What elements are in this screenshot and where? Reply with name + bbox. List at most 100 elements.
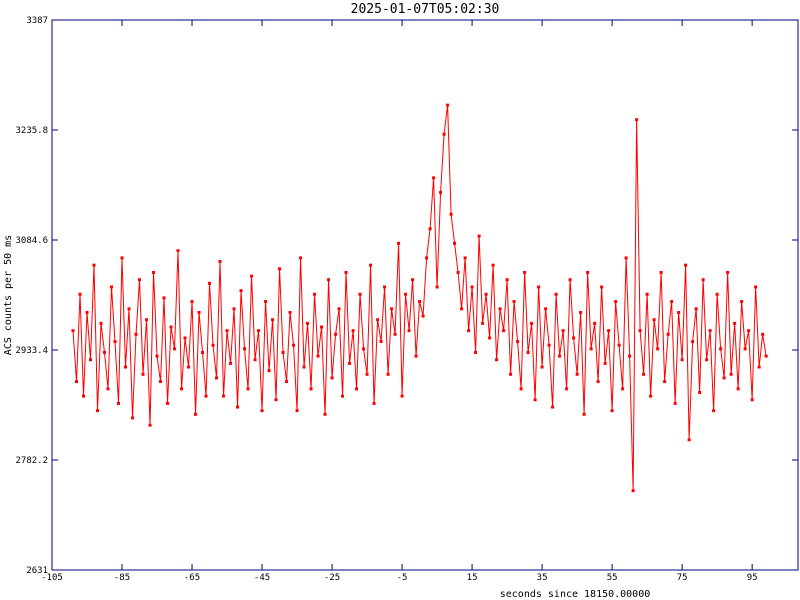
data-point bbox=[383, 285, 387, 289]
data-point bbox=[502, 329, 506, 333]
data-point bbox=[96, 409, 100, 413]
data-point bbox=[649, 394, 653, 398]
data-point bbox=[260, 409, 264, 413]
data-point bbox=[253, 358, 257, 362]
data-point bbox=[701, 278, 705, 282]
data-point bbox=[155, 354, 159, 358]
data-point bbox=[271, 318, 275, 322]
data-point bbox=[117, 401, 121, 405]
data-point bbox=[435, 285, 439, 289]
data-point bbox=[299, 256, 303, 260]
data-point bbox=[565, 387, 569, 391]
data-point bbox=[645, 292, 649, 296]
data-point bbox=[526, 350, 530, 354]
data-point bbox=[607, 329, 611, 333]
x-tick-label: -45 bbox=[254, 573, 270, 583]
data-point bbox=[719, 347, 723, 351]
data-point bbox=[243, 347, 247, 351]
data-point bbox=[537, 285, 541, 289]
data-point bbox=[439, 190, 443, 194]
data-point bbox=[99, 321, 103, 325]
data-point bbox=[533, 398, 537, 402]
data-point bbox=[397, 241, 401, 245]
y-tick-label: 2933.4 bbox=[15, 346, 48, 356]
data-point bbox=[638, 329, 642, 333]
data-point bbox=[421, 314, 425, 318]
data-point bbox=[481, 321, 485, 325]
data-point bbox=[677, 310, 681, 314]
data-point bbox=[124, 365, 128, 369]
x-tick-label: -65 bbox=[184, 573, 200, 583]
data-point bbox=[323, 412, 327, 416]
data-point bbox=[285, 380, 289, 384]
data-point bbox=[411, 278, 415, 282]
data-point bbox=[148, 423, 152, 427]
data-point bbox=[288, 310, 292, 314]
data-point bbox=[103, 350, 107, 354]
data-point bbox=[194, 412, 198, 416]
data-point bbox=[215, 376, 219, 380]
data-point bbox=[120, 256, 124, 260]
data-point bbox=[498, 307, 502, 311]
data-line bbox=[72, 105, 767, 491]
data-point bbox=[456, 270, 460, 274]
data-point bbox=[491, 263, 495, 267]
data-point bbox=[316, 354, 320, 358]
data-point bbox=[453, 241, 457, 245]
data-point bbox=[663, 380, 667, 384]
y-tick-label: 3387 bbox=[26, 16, 48, 26]
y-tick-label: 2631 bbox=[26, 566, 48, 576]
data-point bbox=[201, 350, 205, 354]
data-point bbox=[523, 270, 527, 274]
data-point bbox=[516, 340, 520, 344]
y-tick-label: 3084.6 bbox=[15, 236, 48, 246]
data-point bbox=[218, 260, 222, 264]
data-point bbox=[169, 325, 173, 329]
data-point bbox=[575, 372, 579, 376]
data-point bbox=[600, 285, 604, 289]
data-point bbox=[659, 270, 663, 274]
data-point bbox=[376, 318, 380, 322]
data-point bbox=[428, 227, 432, 231]
data-point bbox=[407, 329, 411, 333]
data-point bbox=[82, 394, 86, 398]
data-point bbox=[250, 274, 254, 278]
data-point bbox=[694, 307, 698, 311]
data-point bbox=[474, 350, 478, 354]
data-point bbox=[750, 398, 754, 402]
data-point bbox=[512, 300, 516, 304]
data-point bbox=[330, 376, 334, 380]
data-point bbox=[264, 300, 268, 304]
data-point bbox=[208, 281, 212, 285]
x-axis-label: seconds since 18150.00000 bbox=[500, 589, 651, 600]
data-point bbox=[176, 249, 180, 253]
data-point bbox=[551, 405, 555, 409]
data-point bbox=[589, 347, 593, 351]
data-point bbox=[414, 354, 418, 358]
data-point bbox=[302, 365, 306, 369]
data-point bbox=[726, 270, 730, 274]
x-tick-label: 15 bbox=[467, 573, 478, 583]
data-point bbox=[579, 310, 583, 314]
data-point bbox=[71, 329, 75, 333]
data-point bbox=[75, 380, 79, 384]
data-point bbox=[190, 300, 194, 304]
data-point bbox=[747, 329, 751, 333]
data-point bbox=[554, 292, 558, 296]
data-point bbox=[743, 347, 747, 351]
data-point bbox=[166, 401, 170, 405]
data-point bbox=[425, 256, 429, 260]
data-point bbox=[463, 256, 467, 260]
data-point bbox=[390, 307, 394, 311]
data-point bbox=[295, 409, 299, 413]
data-point bbox=[327, 278, 331, 282]
data-point bbox=[687, 438, 691, 442]
data-point bbox=[624, 256, 628, 260]
data-point bbox=[764, 354, 768, 358]
data-point bbox=[236, 405, 240, 409]
data-point bbox=[484, 292, 488, 296]
data-point bbox=[740, 300, 744, 304]
data-point bbox=[712, 409, 716, 413]
data-point bbox=[232, 307, 236, 311]
data-point bbox=[337, 307, 341, 311]
